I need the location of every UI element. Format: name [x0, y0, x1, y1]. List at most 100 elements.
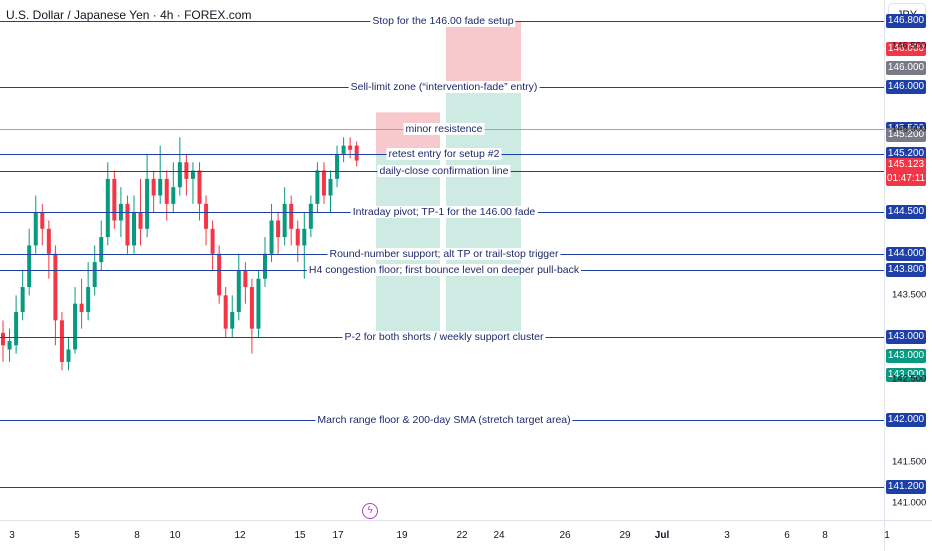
candle-body — [354, 145, 359, 161]
candle-body — [105, 178, 110, 238]
candle-body — [53, 253, 58, 321]
price-tag: 145.200 — [886, 146, 926, 161]
candle-body — [335, 153, 340, 179]
candle-body — [145, 178, 150, 229]
level-line[interactable] — [0, 486, 884, 488]
candle-body — [66, 349, 71, 362]
candle-body — [171, 187, 176, 204]
candle-body — [348, 145, 353, 150]
level-label: Intraday pivot; TP-1 for the 146.00 fade — [350, 206, 538, 219]
time-tick-label: 3 — [9, 530, 15, 541]
price-tag: 143.800 — [886, 263, 926, 278]
candle-body — [99, 237, 104, 263]
candle-body — [341, 145, 346, 154]
candle-body — [73, 303, 78, 350]
candle-body — [138, 212, 143, 229]
time-tick-label: 24 — [493, 530, 505, 541]
time-tick-label: Jul — [654, 530, 670, 541]
candle-body — [315, 170, 320, 204]
candle-body — [79, 303, 84, 312]
time-tick-label: 17 — [332, 530, 344, 541]
candle-body — [33, 212, 38, 246]
lightning-bolt-icon[interactable]: ϟ — [362, 503, 378, 519]
time-tick-label: 3 — [724, 530, 730, 541]
time-tick-label: 19 — [396, 530, 408, 541]
level-label: retest entry for setup #2 — [386, 147, 502, 160]
time-tick-label: 26 — [559, 530, 571, 541]
price-tag: 146.000 — [886, 42, 926, 57]
candle-body — [236, 270, 241, 312]
candle-body — [27, 245, 32, 288]
price-tick-label: 146.500 — [892, 40, 927, 52]
price-tag: 144.500 — [886, 205, 926, 220]
time-tick-label: 12 — [234, 530, 246, 541]
candle-body — [230, 312, 235, 329]
level-label: Sell-limit zone (“intervention-fade” ent… — [348, 81, 540, 94]
time-tick-label: 8 — [822, 530, 828, 541]
candle-body — [204, 203, 209, 229]
candle-body — [210, 228, 215, 254]
candle-body — [289, 203, 294, 229]
candle-body — [46, 228, 51, 254]
candle-body — [177, 162, 182, 188]
setup-reward-zone — [376, 153, 440, 337]
price-tag: 142.000 — [886, 413, 926, 428]
candle-body — [1, 332, 5, 346]
candle-body — [223, 295, 228, 329]
level-label: P-2 for both shorts / weekly support clu… — [342, 330, 546, 343]
level-label: daily-close confirmation line — [377, 164, 511, 177]
last-price-value: 145.123 — [887, 159, 925, 171]
level-label: Stop for the 146.00 fade setup — [370, 14, 516, 27]
chart-title: U.S. Dollar / Japanese Yen · 4h · FOREX.… — [6, 8, 252, 22]
candle-body — [190, 170, 195, 179]
candle-body — [269, 220, 274, 254]
time-tick-label: 15 — [294, 530, 306, 541]
price-chart-svg — [1, 20, 521, 371]
time-tick-label: 5 — [74, 530, 80, 541]
time-tick-label: 29 — [619, 530, 631, 541]
candle-body — [164, 178, 169, 204]
price-tick-label: 142.500 — [892, 373, 927, 385]
candle-body — [86, 287, 91, 312]
axis-corner — [884, 520, 932, 551]
candle-body — [132, 212, 136, 246]
price-tick-label: 141.500 — [892, 456, 927, 468]
last-price-tag: 145.123 01:47:11 — [886, 158, 926, 187]
candle-body — [249, 287, 254, 329]
candle-body — [256, 278, 261, 329]
candle-body — [158, 178, 163, 196]
candle-body — [263, 253, 267, 279]
candle-body — [328, 178, 333, 196]
candle-body — [40, 212, 45, 229]
price-tag: 146.000 — [886, 80, 926, 95]
candle-body — [276, 220, 281, 238]
setup-risk-zone — [446, 20, 521, 88]
price-tag: 143.000 — [886, 367, 926, 382]
price-tick-label: 141.000 — [892, 497, 927, 509]
price-tag: 144.000 — [886, 246, 926, 261]
price-tag: 146.000 — [886, 61, 926, 76]
time-tick-label: 1 — [884, 530, 890, 541]
time-tick-label: 22 — [456, 530, 468, 541]
candle-body — [20, 287, 25, 312]
time-tick-label: 10 — [169, 530, 181, 541]
candle-body — [125, 203, 130, 246]
candle-body — [308, 203, 313, 229]
bar-countdown: 01:47:11 — [886, 173, 926, 185]
chart-plot-area[interactable]: U.S. Dollar / Japanese Yen · 4h · FOREX.… — [0, 0, 884, 520]
candle-body — [295, 228, 300, 246]
candle-body — [282, 203, 287, 238]
candle-body — [112, 178, 117, 221]
price-tag: 143.000 — [886, 348, 926, 363]
level-label: H4 congestion floor; first bounce level … — [306, 264, 582, 277]
candle-body — [151, 178, 156, 196]
price-tag: 143.000 — [886, 329, 926, 344]
time-tick-label: 8 — [134, 530, 140, 541]
price-tick-label: 143.500 — [892, 289, 927, 301]
price-tag: 141.200 — [886, 479, 926, 494]
price-tick-label: 145.500 — [892, 123, 927, 135]
candle-body — [243, 270, 248, 288]
time-axis[interactable] — [0, 520, 884, 551]
candle-body — [59, 320, 64, 362]
level-label: Round-number support; alt TP or trail-st… — [327, 247, 561, 260]
